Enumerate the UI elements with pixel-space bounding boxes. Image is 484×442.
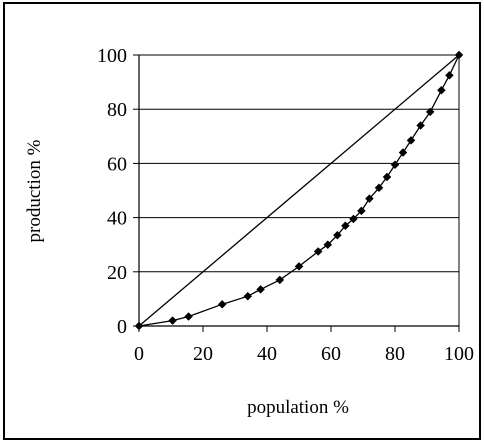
x-tick-label-20: 20 <box>193 343 213 365</box>
data-point-marker <box>437 85 446 95</box>
data-point-marker <box>425 107 435 117</box>
series-line-reference-diagonal <box>138 54 460 327</box>
x-axis-title: population % <box>247 397 349 418</box>
tick-label-layer: 0 20 40 60 80 100 0 20 40 60 80 100 <box>97 45 474 365</box>
data-point-marker <box>382 172 392 182</box>
x-tick-label-60: 60 <box>321 343 341 365</box>
data-point-marker <box>184 312 193 321</box>
data-point-marker <box>390 160 400 170</box>
data-point-marker <box>357 206 366 216</box>
y-tick-label-20: 20 <box>107 262 127 284</box>
grid-layer <box>139 54 459 273</box>
y-tick-label-0: 0 <box>117 316 127 338</box>
data-point-marker <box>323 240 333 250</box>
data-point-marker <box>256 285 265 294</box>
data-point-marker <box>294 262 304 271</box>
data-point-marker <box>398 148 408 157</box>
data-point-marker <box>454 50 464 60</box>
data-point-marker <box>406 136 416 145</box>
data-point-marker <box>374 183 384 193</box>
data-point-marker <box>168 316 177 325</box>
data-point-marker <box>313 247 323 256</box>
data-point-marker <box>275 275 285 285</box>
y-tick-label-60: 60 <box>107 153 127 175</box>
data-point-marker <box>243 291 253 301</box>
chart-frame <box>3 2 481 440</box>
x-tick-label-100: 100 <box>444 343 474 365</box>
x-tick-label-40: 40 <box>257 343 277 365</box>
x-tick-label-80: 80 <box>385 343 405 365</box>
data-point-marker <box>134 321 144 331</box>
marker-layer <box>134 50 464 331</box>
y-tick-label-40: 40 <box>107 208 127 230</box>
data-point-marker <box>333 230 342 240</box>
y-axis-title: production % <box>24 139 45 242</box>
y-tick-label-80: 80 <box>107 99 127 121</box>
data-point-marker <box>416 121 425 130</box>
series-layer <box>138 54 460 327</box>
axis-layer <box>133 54 460 332</box>
y-tick-label-100: 100 <box>97 45 127 67</box>
data-point-marker <box>349 214 358 224</box>
data-point-marker <box>217 299 227 309</box>
data-point-marker <box>341 221 350 231</box>
data-point-marker <box>445 70 454 80</box>
data-point-marker <box>365 194 374 203</box>
x-tick-label-0: 0 <box>134 343 144 365</box>
